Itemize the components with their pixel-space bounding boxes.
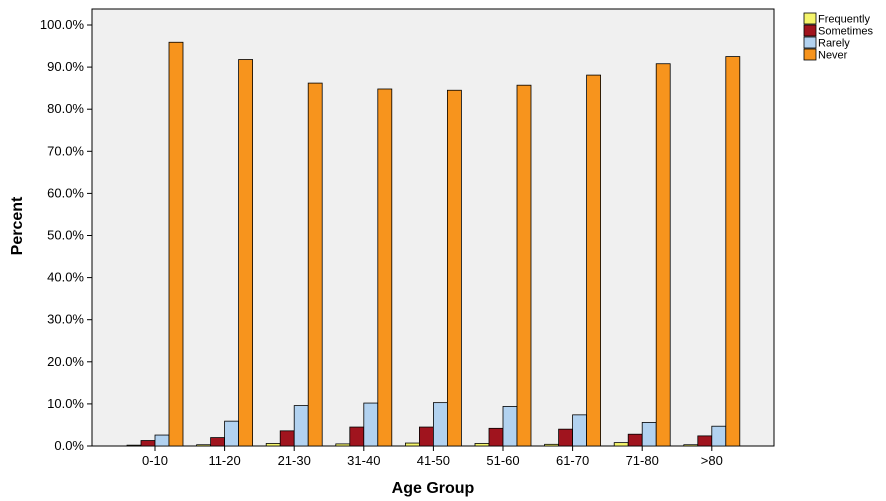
bar-frequently-6 xyxy=(544,443,559,447)
x-tick-label: 61-70 xyxy=(556,453,589,468)
bar-sometimes-6 xyxy=(558,428,573,447)
bar-rarely-3 xyxy=(363,402,379,447)
y-tick-label: 0.0% xyxy=(54,438,84,453)
y-tick-label: 80.0% xyxy=(47,101,84,116)
bar-sometimes-0 xyxy=(140,440,156,447)
y-tick-label: 40.0% xyxy=(47,270,84,285)
legend-swatch-never xyxy=(803,48,817,61)
x-tick-label: 11-20 xyxy=(208,453,240,468)
bar-never-7 xyxy=(655,63,671,447)
bar-sometimes-4 xyxy=(418,426,434,447)
bar-never-1 xyxy=(238,59,254,447)
legend-label-never: Never xyxy=(818,50,848,62)
bar-frequently-0 xyxy=(126,444,142,447)
bar-never-3 xyxy=(377,88,393,447)
bar-sometimes-7 xyxy=(627,433,643,447)
bar-rarely-0 xyxy=(154,434,170,447)
bar-never-0 xyxy=(168,41,184,447)
bar-frequently-3 xyxy=(335,443,351,447)
legend-label-sometimes: Sometimes xyxy=(818,26,874,38)
legend-label-rarely: Rarely xyxy=(818,38,850,50)
bar-frequently-5 xyxy=(474,443,490,447)
y-tick-label: 30.0% xyxy=(47,312,84,327)
plot-area xyxy=(91,8,775,447)
x-tick-label: >80 xyxy=(701,453,723,468)
bar-rarely-8 xyxy=(711,425,727,447)
legend-swatch-frequently xyxy=(803,12,817,25)
bar-sometimes-1 xyxy=(210,437,226,447)
x-axis: 0-10 11-20 21-30 31-40 41-50 51-60 61-70 71-80 >… xyxy=(142,446,723,468)
x-tick-label: 51-60 xyxy=(486,453,519,468)
y-tick-label: 70.0% xyxy=(47,143,84,158)
x-tick-label: 31-40 xyxy=(347,453,380,468)
y-tick-label: 90.0% xyxy=(47,59,84,74)
bars-group xyxy=(126,41,741,447)
legend-swatch-rarely xyxy=(803,36,817,49)
bar-sometimes-8 xyxy=(697,435,713,447)
bar-rarely-2 xyxy=(293,405,309,447)
x-tick-label: 0-10 xyxy=(142,453,168,468)
x-tick-label: 71-80 xyxy=(626,453,659,468)
bar-rarely-1 xyxy=(224,420,240,447)
bar-rarely-6 xyxy=(572,414,587,447)
bar-never-2 xyxy=(307,82,323,447)
y-axis-title: Percent xyxy=(9,196,26,255)
y-axis: 0.0% 10.0% 20.0% 30.0% 40.0% 50.0% 60.0% 70.0% 8… xyxy=(40,17,92,453)
bar-sometimes-2 xyxy=(279,430,295,447)
bar-rarely-5 xyxy=(502,406,518,447)
bar-rarely-7 xyxy=(641,422,657,447)
y-tick-label: 10.0% xyxy=(47,396,84,411)
x-tick-label: 21-30 xyxy=(278,453,311,468)
legend-label-frequently: Frequently xyxy=(818,14,870,26)
bar-frequently-2 xyxy=(265,443,281,447)
bar-never-6 xyxy=(586,74,601,447)
bar-sometimes-3 xyxy=(349,426,365,447)
bar-frequently-8 xyxy=(683,444,699,447)
y-tick-label: 100.0% xyxy=(40,17,85,32)
bar-sometimes-5 xyxy=(488,427,504,447)
bar-frequently-1 xyxy=(196,444,212,447)
bar-rarely-4 xyxy=(432,402,448,447)
y-tick-label: 60.0% xyxy=(47,185,84,200)
bar-frequently-4 xyxy=(404,442,420,447)
legend-swatch-sometimes xyxy=(803,24,817,37)
bar-never-4 xyxy=(446,89,462,447)
y-tick-label: 20.0% xyxy=(47,354,84,369)
bar-never-8 xyxy=(725,56,741,447)
bar-frequently-7 xyxy=(613,442,629,447)
x-axis-title: Age Group xyxy=(392,480,475,497)
y-tick-label: 50.0% xyxy=(47,228,84,243)
bar-never-5 xyxy=(516,84,532,447)
x-tick-label: 41-50 xyxy=(417,453,450,468)
